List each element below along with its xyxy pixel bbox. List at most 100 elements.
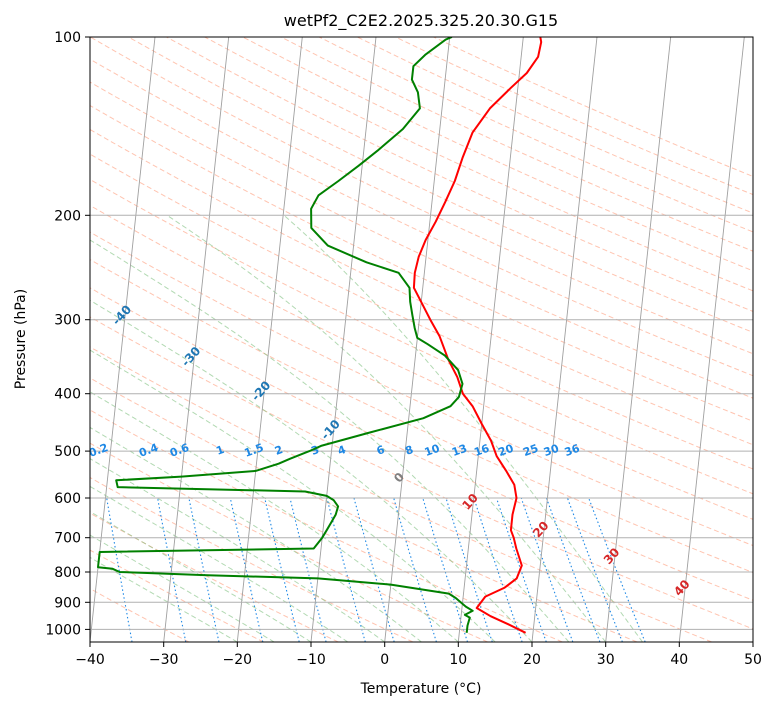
dry-adiabat-line xyxy=(90,409,563,642)
plot-frame xyxy=(89,36,754,643)
x-tick-label: −20 xyxy=(223,652,253,668)
dry-adiabat-line xyxy=(128,37,753,333)
mixing-ratio-line xyxy=(289,497,327,642)
moist-adiabat-line xyxy=(90,299,533,642)
mixing-ratio-label: 20 xyxy=(496,442,515,460)
x-tick-label: 0 xyxy=(380,652,389,668)
pressure-gridlines xyxy=(90,37,753,630)
y-axis-label: Pressure (hPa) xyxy=(13,289,29,389)
dry-adiabat-line xyxy=(90,37,753,355)
mixing-ratio-label: 1 xyxy=(214,443,226,458)
dry-adiabat-line xyxy=(318,37,753,233)
mixing-ratio-line xyxy=(473,497,523,642)
mixing-ratio-line xyxy=(188,497,220,642)
dry-adiabat-line xyxy=(90,346,712,642)
mixing-ratio-line xyxy=(545,497,601,642)
mixing-ratio-line xyxy=(326,497,366,642)
x-axis-label: Temperature (°C) xyxy=(360,681,482,697)
isotherm-line xyxy=(90,37,156,642)
temperature-line xyxy=(412,37,543,634)
x-tick-label: 30 xyxy=(597,652,615,668)
mixing-ratio-label: 8 xyxy=(403,443,415,458)
mixing-ratio-label: 25 xyxy=(521,442,540,459)
dry-adiabat-line xyxy=(242,37,753,272)
isotherm-line xyxy=(163,37,230,642)
moist-adiabat-line xyxy=(90,556,238,642)
x-tick-label: −30 xyxy=(149,652,179,668)
y-tick-label: 900 xyxy=(54,595,81,611)
y-tick-label: 400 xyxy=(54,387,81,403)
x-tick-label: −10 xyxy=(296,652,326,668)
mixing-ratio-label: 3 xyxy=(309,443,321,458)
mixing-ratio-line xyxy=(353,497,395,642)
dry-adiabat-line xyxy=(90,316,753,630)
dry-adiabat-line xyxy=(90,153,753,470)
dry-adiabat-line xyxy=(90,442,488,642)
x-tick-label: 10 xyxy=(449,652,467,668)
x-tick-label: −40 xyxy=(75,652,105,668)
isotherm-line xyxy=(678,37,745,642)
mixing-ratio-line xyxy=(495,497,547,642)
moist-adiabat-line xyxy=(166,214,607,642)
x-tick-label: 50 xyxy=(744,652,762,668)
mixing-ratio-line xyxy=(445,497,493,642)
mixing-ratio-line xyxy=(393,497,437,642)
dry-adiabat-line xyxy=(90,178,753,495)
dewpoint-line xyxy=(97,37,474,633)
y-axis: 100 200 300 400 500 600 700 800 900 1000 xyxy=(45,30,90,638)
isotherm-line xyxy=(310,37,377,642)
dry-adiabat-line xyxy=(90,104,753,422)
mixing-ratio-line xyxy=(229,497,264,642)
y-tick-label: 600 xyxy=(54,491,81,507)
x-axis: −40 −30 −20 −10 0 10 20 30 40 50 xyxy=(75,642,762,668)
y-tick-label: 200 xyxy=(54,208,81,224)
sounding-series xyxy=(97,37,543,634)
mixing-ratio-line xyxy=(520,497,574,642)
y-tick-label: 500 xyxy=(54,444,81,460)
dry-adiabat-line xyxy=(433,37,753,178)
mixing-ratio-label: 13 xyxy=(450,442,469,459)
y-tick-label: 1000 xyxy=(45,622,81,638)
moist-adiabat-line xyxy=(90,485,349,642)
isotherm-line xyxy=(457,37,524,642)
mixing-ratio-line xyxy=(264,497,300,642)
dry-adiabat-line xyxy=(90,58,753,377)
dry-adiabat-line xyxy=(90,81,753,399)
mixing-ratio-line xyxy=(566,497,623,642)
mixing-ratio-line xyxy=(588,497,646,642)
mixing-ratio-label: 30 xyxy=(542,442,561,460)
dry-adiabat-line xyxy=(90,476,414,642)
mixing-ratio-label: 4 xyxy=(336,443,348,458)
x-tick-label: 40 xyxy=(670,652,688,668)
mixing-ratio-label: 6 xyxy=(375,443,387,458)
x-tick-label: 20 xyxy=(523,652,541,668)
dry-adiabat-line xyxy=(280,37,753,252)
y-tick-label: 700 xyxy=(54,531,81,547)
mixing-ratio-label: 1.5 xyxy=(243,441,266,460)
dry-adiabat-line xyxy=(90,287,753,601)
isotherm-line xyxy=(384,37,451,642)
moist-adiabat-line xyxy=(90,426,422,642)
isotherms xyxy=(90,37,753,642)
mixing-ratio-line xyxy=(422,497,469,642)
mixing-ratio-label: 10 xyxy=(423,442,442,460)
mixing-ratio-label: 0.4 xyxy=(137,441,160,460)
y-tick-label: 100 xyxy=(54,30,81,46)
mixing-ratio-label: 2 xyxy=(273,443,285,458)
mixing-ratio-label: 16 xyxy=(472,442,491,460)
moist-adiabat-line xyxy=(90,391,459,642)
mixing-ratio-label: 36 xyxy=(563,442,582,460)
dry-adiabat-line xyxy=(90,258,753,574)
moist-adiabat-line xyxy=(283,214,643,642)
y-tick-label: 800 xyxy=(54,565,81,581)
y-tick-label: 300 xyxy=(54,313,81,329)
isotherm-line xyxy=(605,37,672,642)
dry-adiabat-line xyxy=(90,377,638,642)
isotherm-line xyxy=(236,37,303,642)
mixing-ratio-lines xyxy=(106,497,646,642)
dry-adiabat-line xyxy=(90,128,753,446)
isotherm-line xyxy=(531,37,598,642)
moist-adiabat-line xyxy=(90,458,385,642)
